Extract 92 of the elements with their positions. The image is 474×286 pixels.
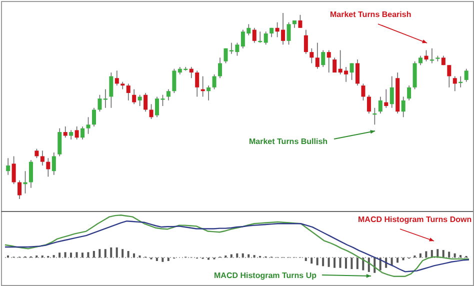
candlestick	[326, 50, 331, 73]
bar	[419, 253, 422, 258]
bar	[98, 249, 101, 258]
annotation: Market Turns Bearish	[330, 10, 412, 19]
candlestick	[378, 96, 382, 114]
candlestick	[310, 48, 314, 64]
candlestick	[218, 57, 222, 78]
candlestick	[138, 94, 142, 106]
candlestick	[361, 83, 366, 101]
candlestick	[149, 104, 154, 120]
candlestick	[172, 68, 176, 94]
candlestick	[132, 88, 136, 105]
candlestick	[28, 160, 33, 188]
bar	[356, 258, 358, 270]
candlestick	[98, 94, 102, 112]
bar	[448, 252, 450, 258]
candlestick	[464, 68, 468, 82]
bar	[87, 252, 90, 258]
bar	[328, 258, 330, 267]
candlestick	[407, 85, 412, 101]
candlestick	[189, 66, 194, 78]
candlestick	[390, 76, 394, 108]
candlestick	[212, 74, 216, 90]
bar	[425, 251, 428, 258]
bar	[81, 252, 84, 258]
candlestick	[298, 14, 302, 28]
candlestick	[144, 92, 148, 112]
candlestick	[304, 29, 308, 54]
candlestick	[74, 126, 79, 140]
candlestick	[356, 59, 360, 86]
bar	[92, 250, 95, 258]
candlestick	[34, 148, 39, 158]
bar	[396, 258, 399, 263]
bar	[339, 258, 342, 268]
bar	[167, 258, 170, 261]
candlestick	[86, 116, 90, 134]
annotation: Market Turns Bullish	[249, 137, 328, 146]
candlestick	[109, 72, 114, 108]
candlestick	[401, 96, 406, 118]
candlestick	[126, 83, 130, 101]
bar	[322, 258, 324, 266]
bar	[110, 247, 112, 258]
candlestick	[452, 76, 457, 92]
bar	[156, 258, 158, 261]
candlestick	[80, 126, 85, 140]
annotation: MACD Histogram Turns Up	[214, 271, 317, 280]
candlestick	[264, 31, 268, 46]
bar	[304, 258, 307, 261]
annotation: MACD Histogram Turns Down	[358, 215, 472, 224]
bar	[70, 252, 72, 258]
bar	[310, 258, 313, 264]
candlestick	[46, 158, 50, 178]
bar	[162, 258, 164, 262]
candlestick	[6, 158, 10, 176]
candlestick	[384, 88, 388, 108]
bar	[402, 258, 404, 260]
candlestick	[63, 126, 68, 138]
candlestick	[114, 70, 119, 86]
bar	[442, 250, 444, 258]
bar	[460, 255, 462, 258]
candlestick	[166, 88, 170, 101]
candlestick	[332, 57, 337, 73]
candlestick	[18, 180, 22, 199]
bar	[116, 247, 118, 258]
candlestick	[447, 64, 452, 88]
bar	[334, 258, 336, 268]
bar	[76, 252, 78, 258]
candlestick	[195, 70, 200, 98]
candlestick	[12, 156, 16, 185]
candlestick	[366, 94, 371, 114]
bar	[104, 249, 106, 258]
bar	[58, 252, 61, 258]
bar	[316, 258, 318, 266]
bar	[122, 249, 124, 258]
candlestick	[103, 88, 108, 108]
candlestick	[424, 50, 428, 62]
candlestick	[52, 152, 56, 176]
bar	[64, 252, 66, 258]
bar	[350, 258, 353, 270]
candlestick	[40, 150, 44, 166]
candlestick	[58, 128, 62, 157]
candlestick	[350, 62, 354, 80]
bar	[344, 258, 347, 269]
candlestick	[252, 27, 256, 44]
candlestick	[206, 85, 211, 101]
candlestick	[418, 55, 423, 66]
candlestick	[92, 107, 96, 127]
candlestick	[321, 50, 326, 68]
candlestick	[315, 42, 320, 70]
candlestick	[286, 22, 291, 46]
candlestick	[69, 130, 74, 140]
candlestick	[120, 81, 125, 90]
